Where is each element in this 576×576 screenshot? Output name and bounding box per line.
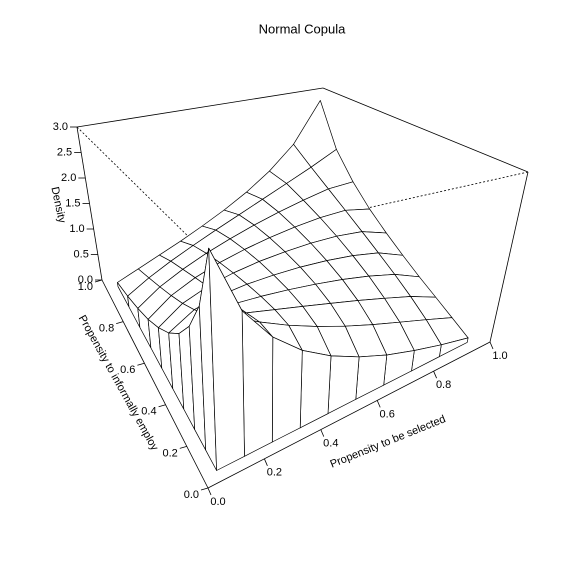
x-tick-label: 0.6 [380, 408, 395, 420]
y-tick-label: 0.2 [163, 447, 178, 459]
y-tick-label: 0.0 [184, 489, 199, 501]
z-tick-label: 2.5 [57, 146, 72, 158]
box-edge [207, 341, 491, 489]
z-tick-label: 2.0 [61, 172, 76, 184]
box-edge [76, 87, 324, 128]
y-tick-label: 1.0 [78, 281, 93, 293]
x-tick-label: 0.8 [436, 379, 451, 391]
y-tick [94, 279, 103, 283]
z-tick-label: 0.5 [74, 248, 89, 260]
x-tick [376, 400, 381, 408]
box-edge [489, 171, 529, 343]
x-tick [433, 371, 437, 379]
box-edge [101, 279, 209, 489]
chart-title: Normal Copula [259, 21, 346, 36]
y-tick [179, 446, 187, 449]
y-tick [137, 362, 145, 366]
surface-skirt [208, 247, 245, 472]
z-tick-label: 1.5 [65, 197, 80, 209]
x-tick [264, 458, 268, 466]
y-tick [158, 404, 166, 408]
x-tick [207, 487, 212, 496]
x-tick-label: 0.0 [210, 496, 225, 508]
z-tick-label: 0.0 [78, 274, 93, 286]
y-tick-label: 0.8 [99, 323, 114, 335]
box-edge [322, 87, 529, 173]
surface-skirt [271, 336, 303, 443]
x-tick [320, 429, 325, 437]
y-tick-label: 0.6 [120, 364, 135, 376]
box-edge-hidden [76, 126, 199, 247]
surface-skirt [241, 310, 274, 457]
z-tick-label: 1.0 [69, 223, 84, 235]
x-tick [489, 341, 494, 350]
x-tick-label: 1.0 [492, 350, 507, 362]
y-tick-label: 0.4 [141, 406, 156, 418]
x-tick-label: 0.4 [323, 438, 338, 450]
y-tick [200, 487, 209, 491]
z-tick-label: 3.0 [53, 121, 68, 133]
y-tick [116, 321, 124, 324]
x-tick-label: 0.2 [267, 467, 282, 479]
